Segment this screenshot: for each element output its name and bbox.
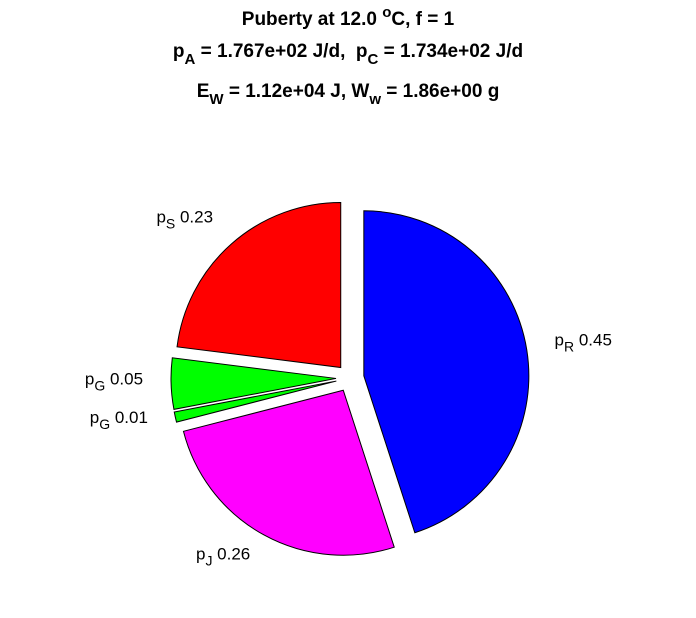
- pie-slice: [176, 201, 342, 369]
- label-value: 0.05: [105, 370, 143, 389]
- slice-label: pR 0.45: [555, 331, 612, 355]
- chart-title: EW = 1.12e+04 J, Ww = 1.86e+00 g: [197, 81, 500, 108]
- label-value: 0.23: [175, 208, 213, 227]
- chart-title: Puberty at 12.0 oC, f = 1: [242, 4, 455, 30]
- label-name: p: [555, 331, 564, 350]
- label-value: 0.26: [212, 544, 250, 563]
- slice-label: pJ 0.26: [196, 544, 250, 568]
- title-part: Puberty at 12.0: [242, 9, 382, 30]
- label-name: p: [196, 544, 205, 563]
- label-name: p: [156, 208, 165, 227]
- title-part: C: [368, 51, 379, 68]
- label-sub: G: [94, 378, 105, 394]
- title-part: = 1.12e+04 J, W: [224, 81, 370, 102]
- title-part: = 1.767e+02 J/d, p: [195, 41, 367, 62]
- title-part: A: [185, 51, 196, 68]
- label-sub: G: [99, 416, 110, 432]
- title-part: W: [209, 91, 224, 108]
- label-name: p: [85, 370, 94, 389]
- label-name: p: [90, 408, 99, 427]
- pie-slice: [173, 380, 337, 423]
- title-part: w: [368, 91, 381, 108]
- slice-label: pG 0.01: [90, 408, 148, 432]
- title-part: o: [382, 4, 391, 21]
- slice-label: pS 0.23: [156, 208, 213, 232]
- slice-label: pG 0.05: [85, 370, 143, 394]
- chart-title: pA = 1.767e+02 J/d, pC = 1.734e+02 J/d: [173, 41, 523, 68]
- pie-slice: [182, 389, 395, 556]
- label-sub: R: [564, 339, 574, 355]
- label-sub: S: [166, 216, 175, 232]
- label-value: 0.45: [574, 331, 612, 350]
- title-part: = 1.734e+02 J/d: [378, 41, 523, 62]
- pie-slice: [363, 210, 530, 534]
- title-part: p: [173, 41, 185, 62]
- title-part: = 1.86e+00 g: [381, 81, 499, 102]
- label-value: 0.01: [110, 408, 148, 427]
- label-sub: J: [205, 552, 212, 568]
- title-part: C, f = 1: [391, 9, 454, 30]
- pie-slice: [170, 357, 337, 410]
- title-part: E: [197, 81, 210, 102]
